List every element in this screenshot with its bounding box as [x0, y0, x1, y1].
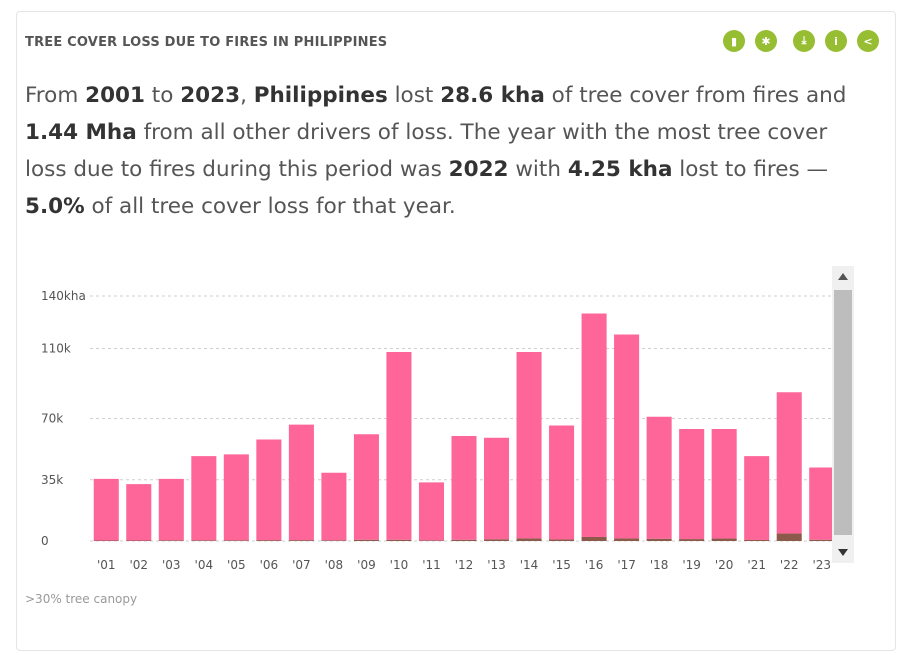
y-tick-label: 110k: [41, 342, 71, 356]
bar-other-loss[interactable]: [223, 454, 249, 541]
bar-other-loss[interactable]: [191, 456, 217, 541]
bar-fire-loss[interactable]: [256, 540, 282, 542]
scroll-down-arrow-icon[interactable]: [832, 541, 854, 563]
x-tick-label: '10: [390, 558, 409, 572]
y-tick-label: 140kha: [41, 289, 86, 303]
other-loss-value: 1.44 Mha: [25, 120, 137, 145]
bar-fire-loss[interactable]: [353, 539, 379, 541]
country-name: Philippines: [253, 83, 388, 108]
x-tick-label: '08: [325, 558, 344, 572]
info-icon[interactable]: i: [825, 30, 847, 52]
bar-fire-loss[interactable]: [126, 540, 152, 541]
bar-fire-loss[interactable]: [744, 539, 770, 541]
bar-fire-loss[interactable]: [321, 540, 347, 541]
bar-other-loss[interactable]: [353, 434, 379, 540]
bar-other-loss[interactable]: [646, 416, 672, 539]
chart-scrollbar[interactable]: [832, 266, 854, 563]
bar-other-loss[interactable]: [256, 439, 282, 541]
x-tick-label: '11: [422, 558, 441, 572]
fire-loss-value: 28.6 kha: [440, 83, 545, 108]
bar-other-loss[interactable]: [776, 392, 802, 534]
bar-fire-loss[interactable]: [93, 540, 119, 541]
x-tick-label: '15: [552, 558, 571, 572]
bar-fire-loss[interactable]: [646, 538, 672, 541]
x-tick-label: '06: [260, 558, 279, 572]
bar-other-loss[interactable]: [809, 467, 835, 540]
bar-other-loss[interactable]: [93, 478, 119, 541]
bar-other-loss[interactable]: [126, 484, 152, 541]
x-tick-label: '23: [812, 558, 831, 572]
bar-other-loss[interactable]: [679, 429, 705, 540]
bar-other-loss[interactable]: [386, 352, 412, 540]
end-year: 2023: [180, 83, 241, 108]
widget-title: TREE COVER LOSS DUE TO FIRES IN PHILIPPI…: [25, 35, 388, 50]
bar-fire-loss[interactable]: [516, 538, 542, 542]
x-tick-label: '13: [487, 558, 506, 572]
x-tick-label: '18: [650, 558, 669, 572]
bar-other-loss[interactable]: [744, 456, 770, 540]
widget-toolbar: ▮ ✱ ⤓ i <: [713, 30, 879, 52]
peak-percent: 5.0%: [25, 194, 85, 219]
x-tick-label: '21: [747, 558, 766, 572]
y-tick-label: 35k: [41, 473, 63, 487]
bar-fire-loss[interactable]: [581, 536, 607, 541]
bar-fire-loss[interactable]: [809, 539, 835, 541]
bar-other-loss[interactable]: [516, 352, 542, 539]
download-icon[interactable]: ⤓: [793, 30, 815, 52]
bar-other-loss[interactable]: [614, 334, 640, 539]
scroll-thumb[interactable]: [834, 290, 852, 535]
peak-loss-value: 4.25 kha: [567, 157, 673, 182]
gear-icon[interactable]: ✱: [755, 30, 777, 52]
widget-card: [16, 11, 896, 651]
bar-fire-loss[interactable]: [288, 540, 314, 542]
bar-fire-loss[interactable]: [484, 539, 510, 541]
map-icon[interactable]: ▮: [723, 30, 745, 52]
x-tick-label: '07: [292, 558, 311, 572]
bar-other-loss[interactable]: [321, 472, 347, 541]
bar-fire-loss[interactable]: [223, 540, 249, 541]
x-tick-label: '14: [520, 558, 539, 572]
x-tick-label: '09: [357, 558, 376, 572]
bar-other-loss[interactable]: [288, 424, 314, 541]
bar-other-loss[interactable]: [581, 313, 607, 537]
bar-fire-loss[interactable]: [549, 539, 575, 541]
canopy-footnote: >30% tree canopy: [25, 592, 138, 606]
bar-other-loss[interactable]: [484, 437, 510, 540]
bar-other-loss[interactable]: [158, 478, 184, 541]
bar-fire-loss[interactable]: [614, 538, 640, 542]
x-tick-label: '17: [617, 558, 636, 572]
start-year: 2001: [85, 83, 145, 108]
summary-sentence: From 2001 to 2023, Philippines lost 28.6…: [25, 83, 847, 219]
y-tick-label: 70k: [41, 412, 63, 426]
bar-other-loss[interactable]: [451, 436, 477, 540]
x-tick-label: '19: [682, 558, 701, 572]
bar-other-loss[interactable]: [418, 482, 444, 541]
share-icon[interactable]: <: [857, 30, 879, 52]
x-tick-label: '05: [227, 558, 246, 572]
bar-fire-loss[interactable]: [679, 539, 705, 541]
bar-other-loss[interactable]: [711, 429, 737, 539]
y-tick-label: 0: [41, 534, 49, 548]
x-tick-label: '20: [715, 558, 734, 572]
bar-fire-loss[interactable]: [776, 533, 802, 541]
peak-year: 2022: [448, 157, 509, 182]
x-tick-label: '12: [455, 558, 474, 572]
x-tick-label: '03: [162, 558, 181, 572]
bar-other-loss[interactable]: [549, 425, 575, 540]
x-tick-label: '02: [129, 558, 148, 572]
bar-fire-loss[interactable]: [158, 540, 184, 541]
bar-fire-loss[interactable]: [418, 540, 444, 541]
x-tick-label: '04: [195, 558, 214, 572]
bar-fire-loss[interactable]: [386, 539, 412, 541]
x-tick-label: '16: [585, 558, 604, 572]
scroll-up-arrow-icon[interactable]: [832, 266, 854, 288]
bar-fire-loss[interactable]: [451, 539, 477, 541]
x-tick-label: '01: [97, 558, 116, 572]
bar-fire-loss[interactable]: [191, 540, 217, 541]
x-tick-label: '22: [780, 558, 799, 572]
bar-fire-loss[interactable]: [711, 538, 737, 541]
